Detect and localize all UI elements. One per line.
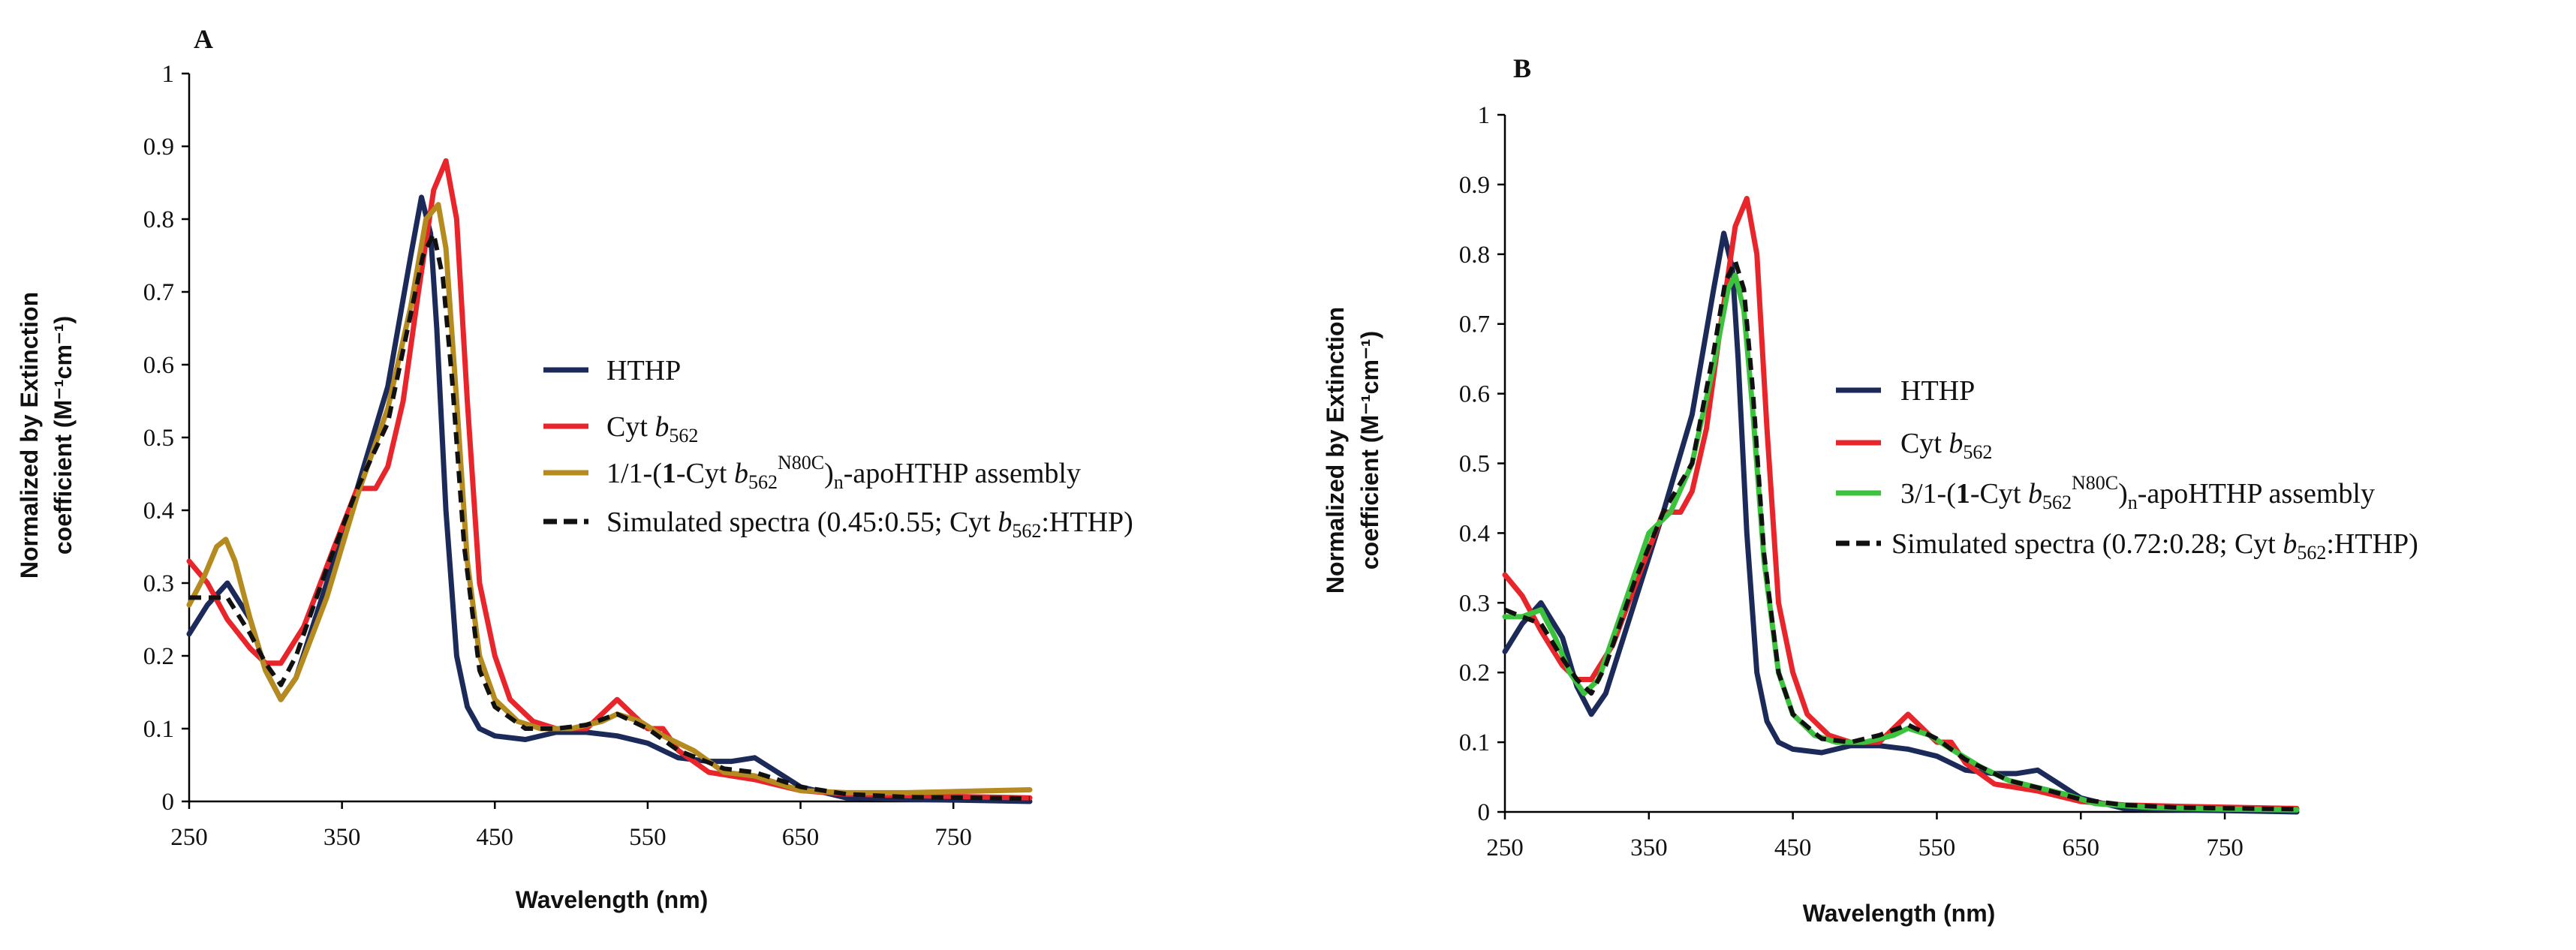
legend-label-cyt-a: Cyt b562 xyxy=(606,411,698,446)
x-tick-label-b: 250 xyxy=(1486,834,1524,861)
y-tick-label-b: 0.4 xyxy=(1459,520,1490,547)
y-tick-label-a: 0 xyxy=(162,789,175,816)
legend-a: HTHP Cyt b562 1/1-(1-Cyt b562N80C)n-apoH… xyxy=(543,355,1133,542)
y-axis-title-b-line1: Normalized by Extinction xyxy=(1322,307,1349,594)
y-tick-label-a: 0.8 xyxy=(143,206,174,233)
x-tick-label-b: 650 xyxy=(2063,834,2100,861)
y-tick-label-b: 0.6 xyxy=(1459,381,1490,408)
x-tick-label-a: 250 xyxy=(170,824,208,851)
y-tick-label-a: 0.5 xyxy=(143,425,174,452)
legend-label-simulated-b: Simulated spectra (0.72:0.28; Cyt b562:H… xyxy=(1891,528,2418,564)
legend-item-simulated-a: Simulated spectra (0.45:0.55; Cyt b562:H… xyxy=(543,507,1133,542)
legend-item-assembly-a: 1/1-(1-Cyt b562N80C)n-apoHTHP assembly xyxy=(543,452,1081,493)
x-tick-label-a: 750 xyxy=(934,824,972,851)
y-tick-label-b: 0.2 xyxy=(1459,660,1490,687)
y-axis-title-a-line1: Normalized by Extinction xyxy=(16,292,43,579)
y-tick-label-a: 0.1 xyxy=(143,716,174,743)
y-tick-label-b: 0.7 xyxy=(1459,311,1490,338)
x-tick-label-b: 750 xyxy=(2206,834,2243,861)
legend-item-cyt-a: Cyt b562 xyxy=(543,411,698,446)
y-tick-label-a: 0.9 xyxy=(143,134,174,161)
plot-area-a: 0 0.1 0.2 0.3 0.4 0.5 0.6 0.7 0.8 0.9 1 250 350 450 55… xyxy=(143,61,1033,851)
y-tick-label-b: 0.5 xyxy=(1459,451,1490,478)
plot-area-b: 0 0.1 0.2 0.3 0.4 0.5 0.6 0.7 0.8 0.9 1 250 350 450 55… xyxy=(1459,102,2300,861)
x-tick-label-a: 550 xyxy=(629,824,667,851)
legend-item-cyt-b: Cyt b562 xyxy=(1836,428,1992,463)
panel-a: A Wavelength (nm) Normalized by Extincti… xyxy=(16,24,1133,913)
legend-b: HTHP Cyt b562 3/1-(1-Cyt b562N80C)n-apoH… xyxy=(1836,375,2418,564)
y-tick-label-a: 0.3 xyxy=(143,570,174,597)
y-tick-label-a: 0.2 xyxy=(143,643,174,670)
y-axis-title-a-line2: coefficient (M⁻¹cm⁻¹) xyxy=(50,316,77,555)
y-tick-label-b: 0.3 xyxy=(1459,590,1490,617)
x-axis-title-b: Wavelength (nm) xyxy=(1803,900,1996,927)
legend-item-hthp-a: HTHP xyxy=(543,355,681,386)
x-tick-label-b: 550 xyxy=(1918,834,1956,861)
y-tick-label-a: 1 xyxy=(162,61,175,88)
y-tick-label-b: 1 xyxy=(1478,102,1491,129)
y-tick-label-b: 0.8 xyxy=(1459,242,1490,269)
x-tick-label-b: 450 xyxy=(1774,834,1812,861)
series-line-b-3 xyxy=(1503,259,2298,812)
y-tick-label-b: 0 xyxy=(1478,799,1491,826)
legend-item-assembly-b: 3/1-(1-Cyt b562N80C)n-apoHTHP assembly xyxy=(1836,472,2375,513)
legend-item-hthp-b: HTHP xyxy=(1836,375,1975,407)
y-tick-label-b: 0.9 xyxy=(1459,172,1490,199)
legend-label-assembly-b: 3/1-(1-Cyt b562N80C)n-apoHTHP assembly xyxy=(1900,472,2375,513)
panel-letter-b: B xyxy=(1513,53,1531,83)
series-line-a-3 xyxy=(189,231,1031,801)
x-tick-label-b: 350 xyxy=(1630,834,1668,861)
x-tick-label-a: 650 xyxy=(782,824,820,851)
y-tick-label-b: 0.1 xyxy=(1459,729,1490,756)
legend-label-cyt-b: Cyt b562 xyxy=(1900,428,1992,463)
y-tick-label-a: 0.7 xyxy=(143,279,174,306)
x-tick-label-a: 450 xyxy=(477,824,514,851)
y-tick-label-a: 0.4 xyxy=(143,498,174,525)
legend-item-simulated-b: Simulated spectra (0.72:0.28; Cyt b562:H… xyxy=(1836,528,2418,564)
x-tick-label-a: 350 xyxy=(324,824,361,851)
series-line-b-0 xyxy=(1502,230,2300,815)
y-axis-title-b-line2: coefficient (M⁻¹cm⁻¹) xyxy=(1356,331,1383,570)
y-tick-label-a: 0.6 xyxy=(143,352,174,379)
legend-label-simulated-a: Simulated spectra (0.45:0.55; Cyt b562:H… xyxy=(606,507,1133,542)
series-line-a-1 xyxy=(186,158,1033,801)
legend-label-hthp-b: HTHP xyxy=(1900,375,1975,407)
legend-label-assembly-a: 1/1-(1-Cyt b562N80C)n-apoHTHP assembly xyxy=(606,452,1081,493)
panel-letter-a: A xyxy=(194,24,213,54)
legend-label-hthp-a: HTHP xyxy=(606,355,681,386)
series-line-a-0 xyxy=(186,194,1033,804)
x-axis-title-a: Wavelength (nm) xyxy=(516,886,709,913)
panel-b: B Wavelength (nm) Normalized by Extincti… xyxy=(1322,53,2418,927)
